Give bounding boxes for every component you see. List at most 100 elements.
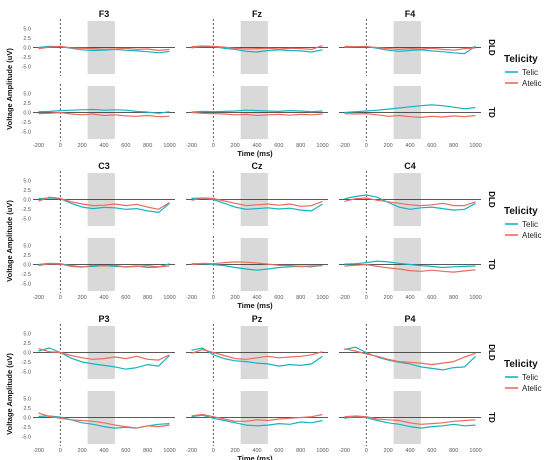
panel-title-P3: P3 [98,314,109,324]
x-tick-label: 400 [405,295,414,301]
y-tick-label: 2.5 [23,253,31,259]
y-tick-label: 5.0 [23,332,31,338]
row-strip-TD: TD [487,259,496,270]
x-tick-label: 200 [231,295,240,301]
x-tick-label: 1000 [163,295,175,301]
y-tick-label: -2.5 [22,272,31,278]
legend-label-atelic: Atelic [522,79,542,88]
legend-title: Telicity [504,206,538,217]
panel-title-F3: F3 [99,9,110,19]
x-tick-label: 0 [59,295,62,301]
x-tick-label: -200 [186,295,197,301]
series-telic-line [344,194,476,211]
y-tick-label: 5.0 [23,92,31,98]
legend-label-telic: Telic [522,220,538,229]
x-tick-label: 200 [78,143,87,149]
x-tick-label: 1000 [469,295,481,301]
x-tick-label: 800 [449,448,458,454]
series-atelic-line [191,45,323,51]
x-tick-label: -200 [339,143,350,149]
panel-title-Fz: Fz [252,9,262,19]
y-tick-label: -5.0 [22,369,31,375]
y-tick-label: -5.0 [22,64,31,70]
y-tick-label: -2.5 [22,425,31,431]
panel-C4-TD: TD -200 0 200 400 600 800 1000 [339,236,496,301]
y-tick-label: 0.0 [23,198,31,204]
row-strip-DLD: DLD [487,344,496,361]
series-atelic-line [344,197,476,207]
y-tick-label: -5.0 [22,216,31,222]
series-atelic-line [191,261,323,267]
series-telic-line [191,414,323,427]
panel-title-C3: C3 [98,161,110,171]
x-tick-label: 200 [231,143,240,149]
legend-label-atelic: Atelic [522,231,542,240]
series-atelic-line [191,413,323,422]
y-tick-label: 0.0 [23,263,31,269]
y-tick-label: 2.5 [23,188,31,194]
panel-Pz-TD: -200 0 200 400 600 800 1000 [186,389,329,454]
series-atelic-line [191,348,323,360]
panel-F3-TD: 5.0 2.5 0.0 -2.5 -5.0 -200 0 200 400 600 800 1000 [22,84,176,149]
y-axis-label: Voltage Amplitude (uV) [5,200,14,282]
series-atelic-line [344,263,476,273]
series-telic-line [344,346,476,371]
x-tick-label: 400 [99,448,108,454]
panel-title-Pz: Pz [252,314,263,324]
series-telic-line [191,109,323,113]
x-tick-label: -200 [186,143,197,149]
y-tick-label: 5.0 [23,244,31,250]
y-tick-label: -5.0 [22,281,31,287]
x-tick-label: 1000 [469,448,481,454]
panel-F4-TD: TD -200 0 200 400 600 800 1000 [339,84,496,149]
x-tick-label: 600 [274,295,283,301]
panel-Fz-DLD [186,19,328,76]
x-tick-label: 0 [212,295,215,301]
panel-Cz-DLD [186,171,328,228]
x-tick-label: 1000 [316,295,328,301]
series-atelic-line [344,415,476,425]
x-tick-label: 200 [384,143,393,149]
series-atelic-line [38,263,170,268]
series-atelic-line [344,45,476,51]
panel-group-1: Voltage Amplitude (uV) C3 5.0 2.5 0.0 -2.5 -5.… [5,161,542,310]
x-tick-label: 400 [252,295,261,301]
panel-title-P4: P4 [404,314,415,324]
x-tick-label: 800 [143,143,152,149]
x-tick-label: 400 [405,448,414,454]
y-tick-label: -2.5 [22,360,31,366]
x-tick-label: 400 [252,448,261,454]
x-tick-label: 0 [365,448,368,454]
panel-F4-DLD: DLD [339,19,496,76]
y-tick-label: 5.0 [23,397,31,403]
y-tick-label: -5.0 [22,434,31,440]
x-tick-label: 600 [274,143,283,149]
y-tick-label: 5.0 [23,27,31,33]
y-axis-label: Voltage Amplitude (uV) [5,48,14,130]
series-telic-line [344,260,476,269]
x-tick-label: 1000 [316,143,328,149]
y-tick-label: -2.5 [22,55,31,61]
x-tick-label: -200 [186,448,197,454]
y-tick-label: -5.0 [22,129,31,135]
legend: Telicity Telic Atelic [504,206,542,240]
x-tick-label: -200 [33,143,44,149]
x-tick-label: 600 [427,143,436,149]
x-tick-label: -200 [339,448,350,454]
panel-C4-DLD: DLD [339,171,496,228]
x-tick-label: 0 [59,448,62,454]
x-tick-label: 200 [384,295,393,301]
x-axis-label: Time (ms) [237,301,273,310]
x-tick-label: 1000 [469,143,481,149]
panel-P4-TD: TD -200 0 200 400 600 800 1000 [339,389,496,454]
panel-title-F4: F4 [405,9,416,19]
panel-P3-DLD: 5.0 2.5 0.0 -2.5 -5.0 [22,324,175,381]
y-axis-label: Voltage Amplitude (uV) [5,353,14,435]
x-tick-label: 600 [274,448,283,454]
series-telic-line [191,197,323,212]
x-tick-label: 1000 [163,143,175,149]
y-tick-label: 0.0 [23,351,31,357]
y-tick-label: -2.5 [22,207,31,213]
x-tick-label: 200 [231,448,240,454]
